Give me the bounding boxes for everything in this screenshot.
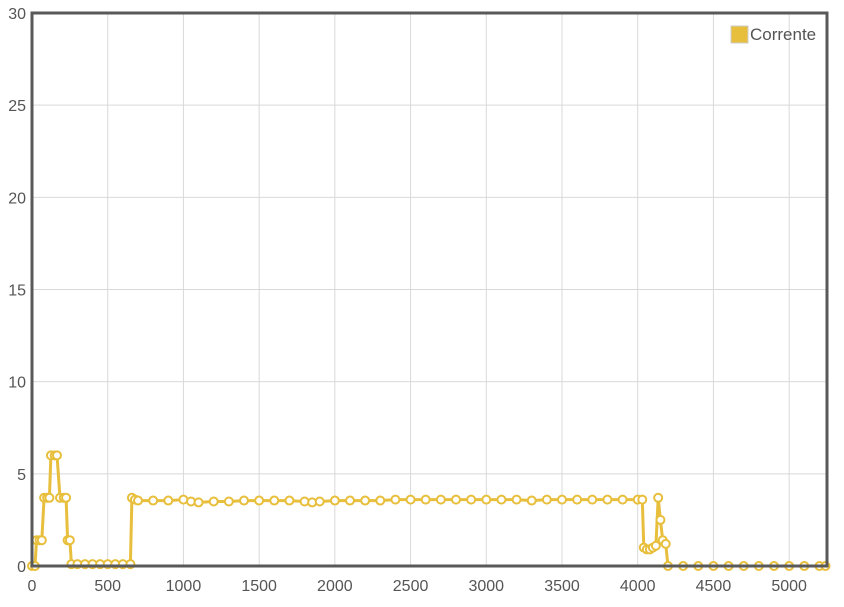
x-tick-label: 3500 xyxy=(544,578,580,595)
data-point[interactable] xyxy=(587,494,598,505)
data-point[interactable] xyxy=(163,495,174,506)
data-point[interactable] xyxy=(133,495,143,506)
data-point[interactable] xyxy=(61,492,72,503)
data-point[interactable] xyxy=(496,494,507,505)
legend-swatch-corrente xyxy=(730,25,749,44)
data-point[interactable] xyxy=(617,494,628,505)
y-tick-label: 5 xyxy=(17,467,26,484)
data-point[interactable] xyxy=(44,492,55,503)
data-point[interactable] xyxy=(193,497,204,508)
legend-label-corrente: Corrente xyxy=(750,25,816,44)
data-point[interactable] xyxy=(269,495,280,506)
y-tick-label: 25 xyxy=(8,98,26,115)
data-point[interactable] xyxy=(329,495,340,506)
data-point[interactable] xyxy=(345,495,355,506)
x-tick-label: 2000 xyxy=(317,578,353,595)
x-tick-label: 1500 xyxy=(241,578,277,595)
data-point[interactable] xyxy=(451,494,461,505)
legend[interactable]: Corrente xyxy=(730,25,816,44)
data-point[interactable] xyxy=(541,494,552,505)
y-tick-label: 0 xyxy=(17,559,26,576)
x-tick-label: 4000 xyxy=(620,578,656,595)
series-corrente xyxy=(27,450,831,571)
x-tick-label: 5000 xyxy=(771,578,807,595)
data-point[interactable] xyxy=(375,495,386,506)
data-point[interactable] xyxy=(223,496,234,507)
data-point[interactable] xyxy=(208,496,219,507)
data-point[interactable] xyxy=(420,494,431,505)
y-tick-label: 30 xyxy=(8,6,26,23)
data-point[interactable] xyxy=(637,494,648,505)
series-line xyxy=(32,453,826,568)
data-point[interactable] xyxy=(653,492,664,503)
data-point[interactable] xyxy=(239,495,249,506)
x-tick-label: 4500 xyxy=(696,578,732,595)
data-point[interactable] xyxy=(526,495,537,506)
data-point[interactable] xyxy=(405,494,416,505)
data-point[interactable] xyxy=(511,494,522,505)
data-point[interactable] xyxy=(254,495,265,506)
data-point[interactable] xyxy=(602,494,613,505)
x-tick-label: 0 xyxy=(28,578,37,595)
x-tick-label: 2500 xyxy=(393,578,429,595)
y-tick-label: 10 xyxy=(8,375,26,392)
data-point[interactable] xyxy=(650,540,661,551)
data-point[interactable] xyxy=(148,495,159,506)
data-point[interactable] xyxy=(481,494,492,505)
data-point[interactable] xyxy=(360,495,371,506)
x-axis-ticks: 0 500 1000 1500 2000 2500 3000 3500 4000 4500 5000 xyxy=(28,578,807,595)
data-point[interactable] xyxy=(51,450,62,461)
x-tick-label: 3000 xyxy=(468,578,504,595)
y-tick-label: 20 xyxy=(8,190,26,207)
plot-frame xyxy=(30,11,829,568)
data-point[interactable] xyxy=(64,535,75,546)
data-point[interactable] xyxy=(435,494,446,505)
data-point[interactable] xyxy=(660,538,671,549)
data-point[interactable] xyxy=(284,495,295,506)
data-point[interactable] xyxy=(572,494,583,505)
x-tick-label: 1000 xyxy=(166,578,202,595)
data-point[interactable] xyxy=(655,514,666,525)
x-tick-label: 500 xyxy=(94,578,121,595)
data-point[interactable] xyxy=(466,494,477,505)
data-point[interactable] xyxy=(36,535,47,546)
y-tick-label: 15 xyxy=(8,283,26,300)
data-point[interactable] xyxy=(314,496,325,507)
y-axis-ticks: 0 5 10 15 20 25 30 xyxy=(8,6,26,576)
grid-lines xyxy=(31,12,827,567)
data-point[interactable] xyxy=(557,494,567,505)
data-point[interactable] xyxy=(390,494,401,505)
